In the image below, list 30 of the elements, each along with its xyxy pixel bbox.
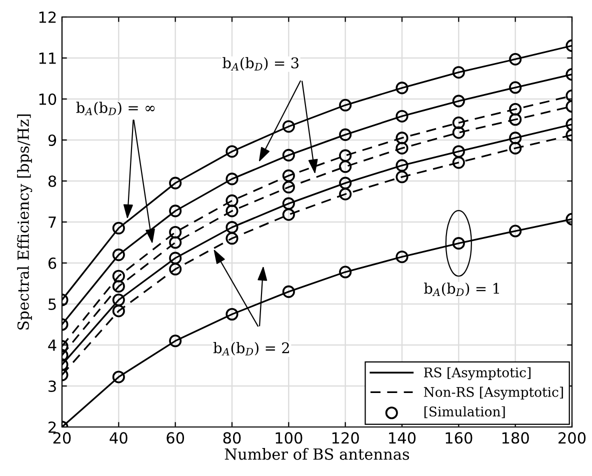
x-tick-label: 20 (53, 432, 71, 444)
annotation: b$_{A}$(b$_{D}$) = ∞ (76, 102, 155, 116)
y-tick-label: 8 (48, 175, 56, 188)
y-tick-label: 4 (48, 340, 56, 351)
y-tick-label: 3 (48, 380, 56, 392)
annotation: b$_{A}$(b$_{D}$) = 3 (222, 57, 298, 70)
x-axis-title: Number of BS antennas (224, 448, 410, 460)
x-tick-label: 40 (110, 432, 128, 444)
x-tick-label: 100 (276, 432, 302, 444)
y-tick-label: 6 (48, 257, 56, 270)
y-tick-label: 9 (48, 134, 56, 146)
y-tick-label: 5 (48, 298, 56, 310)
annotation: b$_{A}$(b$_{D}$) = 1 (424, 282, 499, 296)
y-axis-title: Spectral Efficiency [bps/Hz] (17, 114, 32, 330)
x-tick-label: 140 (389, 432, 416, 444)
y-tick-label: 11 (39, 52, 56, 64)
x-tick-label: 80 (223, 432, 241, 444)
y-tick-label: 10 (39, 93, 56, 106)
x-tick-label: 160 (446, 432, 472, 444)
y-tick-label: 2 (48, 421, 56, 433)
x-tick-label: 200 (558, 432, 586, 444)
y-tick-label: 7 (48, 216, 56, 228)
x-tick-label: 120 (332, 432, 359, 444)
y-tick-label: 12 (39, 11, 56, 23)
x-tick-label: 60 (166, 432, 184, 444)
legend-label: Non-RS [Asymptotic] (424, 386, 563, 400)
annotation: b$_{A}$(b$_{D}$) = 2 (213, 342, 289, 356)
legend-label: [Simulation] (424, 406, 505, 418)
legend-label: RS [Asymptotic] (424, 367, 531, 380)
x-tick-label: 180 (502, 432, 529, 444)
